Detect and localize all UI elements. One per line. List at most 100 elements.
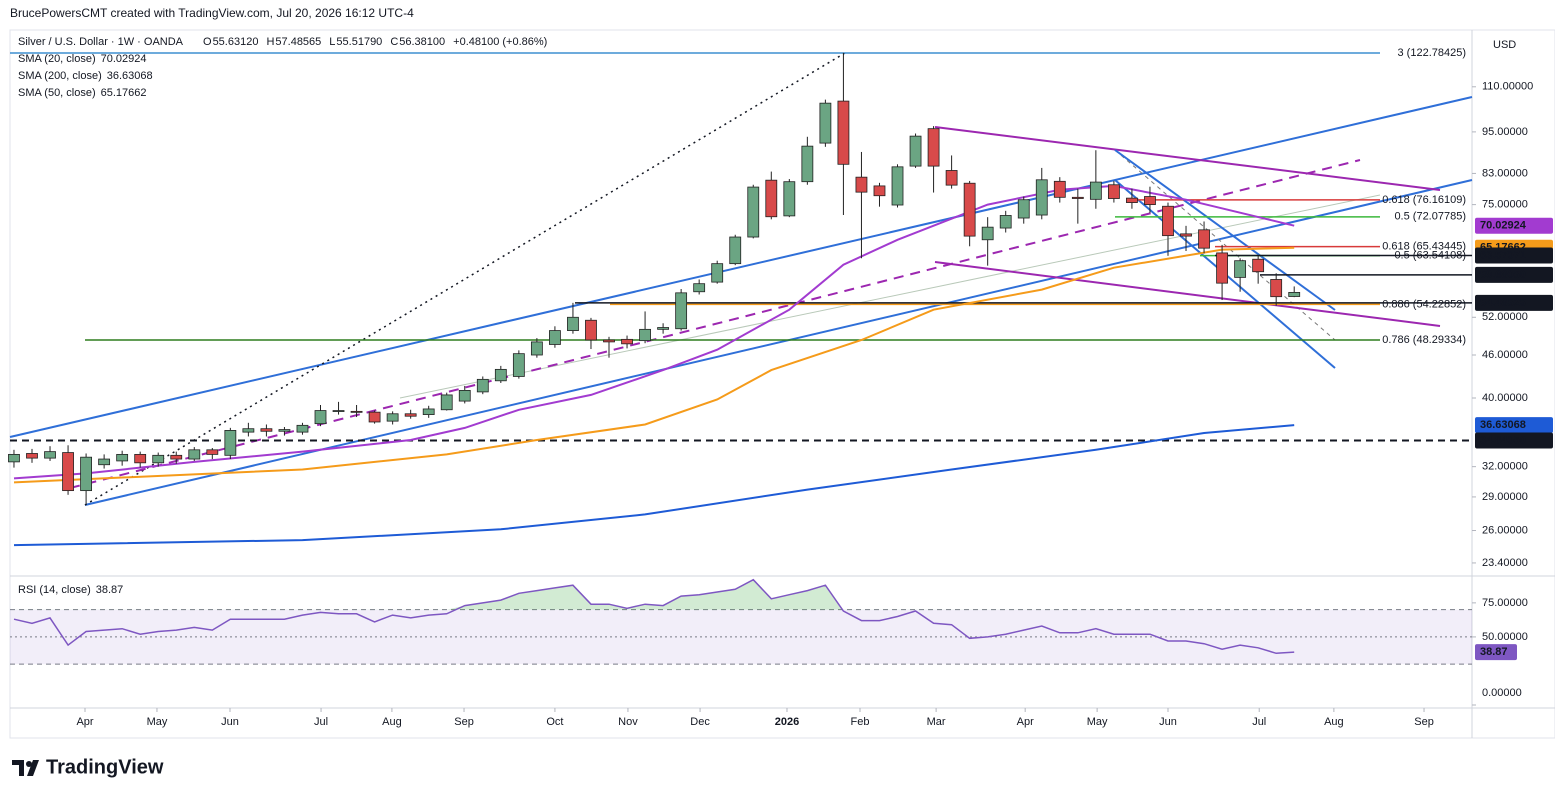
- candle-body: [1089, 181, 1102, 200]
- y-tick-label: 83.00000: [1482, 167, 1528, 179]
- candle-body: [747, 186, 760, 238]
- candle-body: [62, 452, 74, 492]
- price-tag: [1475, 217, 1553, 234]
- candle-body: [729, 236, 742, 265]
- price-tag-label: 70.02924: [1480, 220, 1527, 232]
- candle-body: [891, 166, 904, 206]
- readout-value: 56.38100: [399, 36, 445, 48]
- candle-body: [206, 449, 219, 455]
- candle-body: [458, 389, 471, 402]
- candle-body: [621, 338, 633, 345]
- x-tick-label: Feb: [851, 716, 870, 728]
- candle-body: [98, 458, 111, 466]
- fib-label: 0.618 (76.16109): [1382, 194, 1466, 206]
- sma-line: [13, 246, 1295, 484]
- sma-line: [13, 424, 1295, 547]
- candle-body: [873, 185, 886, 197]
- fib-label: 3 (122.78425): [1398, 47, 1467, 59]
- candle-body: [494, 368, 507, 382]
- candle-body: [549, 330, 561, 345]
- logo: [12, 760, 39, 776]
- candle-body: [350, 410, 363, 413]
- candle-body: [657, 327, 670, 330]
- readout-value: 57.48565: [275, 36, 321, 48]
- legend-value: 70.02924: [101, 53, 147, 65]
- candle-body: [278, 429, 291, 432]
- frame: [9, 29, 1555, 739]
- candle-body: [368, 411, 381, 423]
- x-tick-label: Dec: [690, 716, 710, 728]
- logo-icon: [12, 760, 39, 776]
- x-tick-label: Oct: [546, 716, 563, 728]
- x-tick-label: May: [147, 716, 168, 728]
- logo-text: TradingView: [46, 756, 164, 778]
- x-tick-label: Jul: [1252, 716, 1266, 728]
- candle-body: [963, 182, 976, 237]
- x-tick-label: 2026: [775, 716, 799, 728]
- candle-body: [170, 454, 183, 460]
- x-tick-label: Nov: [618, 716, 638, 728]
- dashed-trendline: [69, 159, 1361, 489]
- readout-value: 55.51790: [336, 36, 382, 48]
- candle-body: [332, 410, 345, 412]
- candle-body: [422, 408, 435, 415]
- candle-body: [711, 263, 724, 283]
- candle-body: [296, 424, 309, 433]
- rsi-legend-name: RSI (14, close): [18, 584, 91, 596]
- logo-icon: [26, 761, 32, 767]
- y-tick-label: 46.00000: [1482, 349, 1528, 361]
- candle-body: [134, 453, 147, 464]
- rsi-tag: [1475, 644, 1517, 661]
- price-tag: [1475, 432, 1553, 449]
- price-tag: [1475, 247, 1553, 264]
- price-tag: [1475, 266, 1553, 283]
- candle-body: [909, 135, 922, 167]
- x-tick-label: Sep: [1414, 716, 1434, 728]
- candle-body: [585, 319, 597, 341]
- candle-body: [801, 145, 814, 183]
- candle-body: [1107, 184, 1120, 199]
- y-tick-label: 95.00000: [1482, 126, 1528, 138]
- candle-body: [1288, 291, 1301, 297]
- candle-body: [224, 430, 237, 456]
- sma-line: [13, 184, 1295, 480]
- y-tick-label: 75.00000: [1482, 199, 1528, 211]
- price-tag: [1475, 294, 1553, 311]
- x-tick-label: Aug: [382, 716, 402, 728]
- candle-body: [1035, 179, 1048, 216]
- candle-body: [1180, 233, 1192, 237]
- y-tick-label: 32.00000: [1482, 461, 1528, 473]
- candle-body: [26, 453, 38, 459]
- candle-body: [530, 341, 543, 356]
- candle-body: [440, 394, 453, 411]
- rsi-tag-label: 38.87: [1480, 646, 1508, 658]
- rsi-tick-label: 50.00000: [1482, 631, 1528, 643]
- y-tick-label: 52.00000: [1482, 311, 1528, 323]
- rsi-legend-value: 38.87: [96, 584, 124, 596]
- y-tick-label: 110.00000: [1482, 81, 1533, 93]
- candle-body: [188, 449, 201, 460]
- readout-value: 55.63120: [213, 36, 259, 48]
- candle-body: [639, 328, 651, 342]
- y-tick-label: 23.40000: [1482, 557, 1528, 569]
- candle-body: [1126, 197, 1138, 203]
- candle-body: [1216, 252, 1228, 284]
- legend-name: SMA (200, close): [18, 70, 102, 82]
- candle-body: [675, 292, 688, 330]
- price-tag-label: 54.48525: [1480, 297, 1526, 309]
- x-tick-label: Apr: [76, 716, 93, 728]
- candle-body: [855, 176, 868, 193]
- legend-value: 36.63068: [107, 70, 153, 82]
- legend-name: SMA (50, close): [18, 87, 96, 99]
- candle-body: [44, 451, 56, 459]
- rsi-line: [13, 578, 1295, 655]
- candle-body: [476, 378, 489, 393]
- legend-name: SMA (20, close): [18, 53, 96, 65]
- x-tick-label: May: [1087, 716, 1108, 728]
- price-tag: [1475, 417, 1553, 434]
- candle-body: [80, 456, 92, 492]
- candle-body: [1270, 279, 1283, 298]
- candle-body: [1017, 199, 1030, 219]
- candle-body: [1053, 180, 1066, 198]
